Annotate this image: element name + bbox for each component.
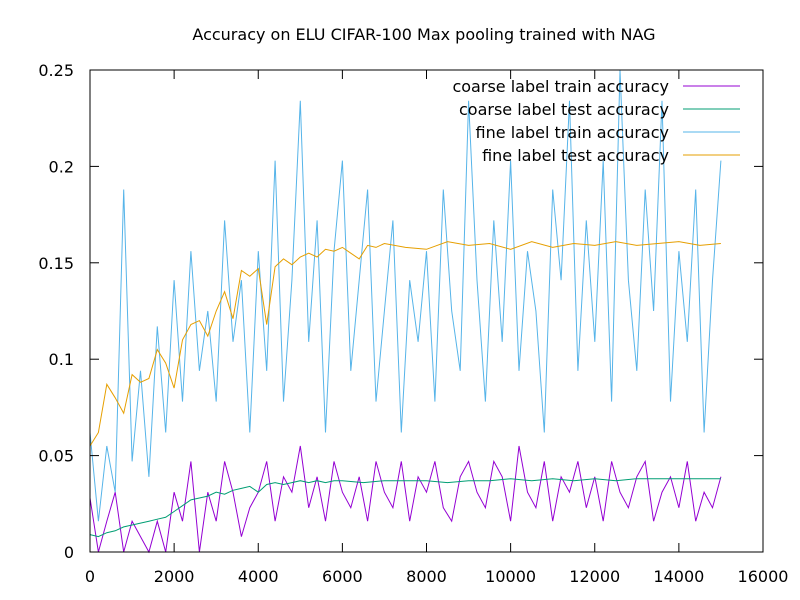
x-tick-label: 8000 [406,567,447,586]
series-line-1 [89,478,721,538]
plot-frame [89,69,764,553]
x-tick-label: 4000 [238,567,279,586]
legend-label-3: fine label test accuracy [482,146,669,165]
legend: coarse label train accuracy coarse label … [452,77,740,165]
x-tick-label: 12000 [569,567,620,586]
y-tick-label: 0.25 [38,61,74,80]
legend-label-0: coarse label train accuracy [452,77,669,96]
x-tick-label: 14000 [653,567,704,586]
x-tick-label: 0 [85,567,95,586]
legend-label-1: coarse label test accuracy [459,100,669,119]
axis-ticks: 0 2000 4000 6000 8000 10000 12000 14000 16000 0 0.… [38,61,788,586]
y-tick-label: 0.1 [49,350,74,369]
y-tick-label: 0.05 [38,447,74,466]
series-line-2 [89,69,722,522]
x-tick-label: 6000 [322,567,363,586]
y-tick-label: 0 [64,543,74,562]
series-line-0 [89,445,722,554]
legend-label-2: fine label train accuracy [476,123,669,142]
x-tick-label: 2000 [154,567,195,586]
plot-area [89,69,722,554]
x-tick-label: 10000 [485,567,536,586]
x-tick-label: 16000 [738,567,789,586]
y-tick-label: 0.15 [38,254,74,273]
chart-title: Accuracy on ELU CIFAR-100 Max pooling tr… [192,25,655,44]
series-line-3 [89,241,721,447]
y-tick-label: 0.2 [49,157,74,176]
